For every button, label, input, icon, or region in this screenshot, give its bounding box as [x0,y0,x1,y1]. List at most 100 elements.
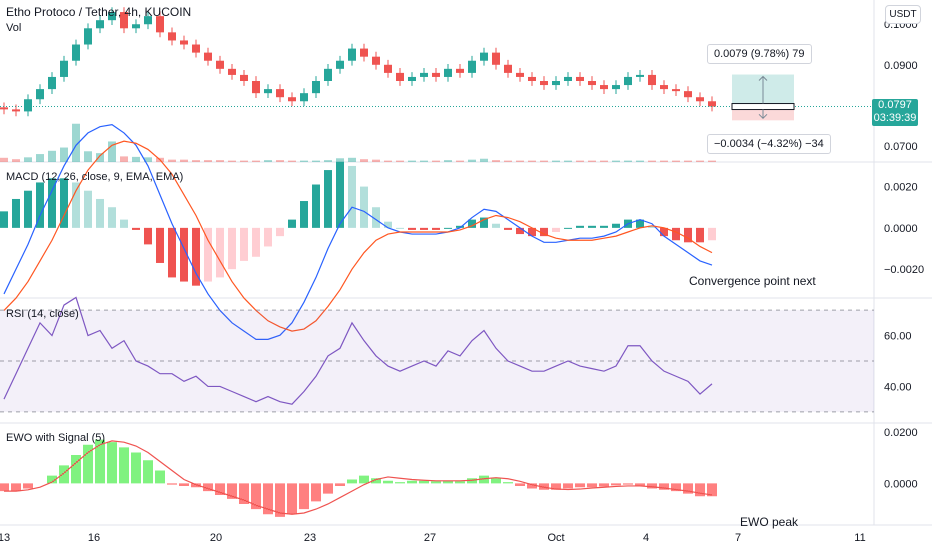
macd-histogram-bar [84,190,92,228]
volume-bar [96,153,104,162]
volume-bar [696,160,704,162]
macd-histogram-bar [636,219,644,228]
candle-body [156,16,164,33]
macd-histogram-bar [396,227,404,229]
candle-body [516,72,524,77]
volume-bar [300,160,308,162]
volume-bar [108,141,116,162]
macd-histogram-bar [48,178,56,228]
candle-countdown: 03:39:39 [873,112,917,124]
candle-body [144,16,152,25]
time-tick-label: 23 [304,532,316,544]
volume-bar [168,159,176,162]
macd-histogram-bar [312,184,320,228]
candle-body [0,107,8,110]
macd-histogram-bar [528,227,536,237]
volume-bar [468,159,476,162]
macd-histogram-bar [660,227,668,237]
candle-body [420,72,428,77]
candle-body [492,52,500,65]
macd-histogram-bar [24,190,32,228]
macd-histogram-bar [420,227,428,230]
current-price: 0.0797 [878,99,912,111]
volume-bar [552,160,560,162]
volume-bar [576,160,584,162]
macd-histogram-bar [324,170,332,228]
candle-body [396,72,404,81]
volume-bar [216,160,224,162]
candle-body [408,76,416,81]
candle-body [300,93,308,102]
candle-body [180,40,188,45]
candle-body [204,52,212,61]
macd-histogram-bar [588,225,596,228]
volume-bar [312,160,320,162]
volume-bar [192,160,200,162]
candle-body [132,24,140,29]
candle-body [576,76,584,81]
volume-bar [348,157,356,162]
volume-bar [12,159,20,162]
volume-bar [72,123,80,162]
rsi-tick-label: 40.00 [884,381,912,393]
macd-histogram-bar [60,178,68,228]
stop-label: −0.0034 (−4.32%) −34 [707,134,831,154]
candle-body [636,74,644,77]
macd-histogram-bar [408,227,416,230]
candle-body [336,60,344,69]
stop-arrowhead [758,113,768,120]
macd-histogram-bar [264,227,272,247]
volume-bar [528,160,536,162]
macd-histogram-bar [540,227,548,237]
volume-bar [24,157,32,162]
volume-bar [432,160,440,162]
volume-bar [672,160,680,162]
volume-bar [264,160,272,162]
volume-bar [564,160,572,162]
volume-bar [228,160,236,162]
currency-button[interactable]: USDT [885,5,921,24]
ewo-tick-label: 0.0200 [884,427,918,439]
macd-histogram-bar [156,227,164,263]
volume-bar [360,159,368,162]
candle-body [564,76,572,81]
time-tick-label: Oct [547,532,564,544]
macd-title: MACD (12, 26, close, 9, EMA, EMA) [6,171,184,183]
volume-bar [660,160,668,162]
candle-body [36,89,44,100]
target-arrowhead [758,75,768,81]
candle-body [12,109,20,112]
volume-label: Vol [6,22,22,34]
macd-histogram-bar [564,227,572,229]
candle-body [624,76,632,86]
macd-histogram-bar [336,161,344,228]
candle-body [696,97,704,102]
macd-histogram-bar [552,227,560,232]
macd-histogram-bar [168,227,176,278]
macd-histogram-bar [708,227,716,241]
volume-bar [276,160,284,162]
macd-histogram-bar [456,225,464,228]
macd-histogram-bar [288,219,296,228]
candle-body [600,85,608,90]
candle-body [468,60,476,73]
entry-handle [731,103,795,111]
time-tick-label: 27 [424,532,436,544]
candle-body [372,56,380,65]
time-tick-label: 20 [210,532,222,544]
volume-bar [444,160,452,162]
volume-bar [396,160,404,162]
candle-body [192,44,200,53]
macd-histogram-bar [204,227,212,282]
candle-body [588,81,596,86]
macd-tick-label: 0.0020 [884,182,918,194]
rsi-title: RSI (14, close) [6,308,79,320]
macd-histogram-bar [696,227,704,243]
rsi-line [3,296,713,405]
volume-bar [456,160,464,162]
volume-bar [0,157,8,162]
candle-body [708,101,716,107]
macd-histogram-bar [372,207,380,228]
volume-bar [588,160,596,162]
